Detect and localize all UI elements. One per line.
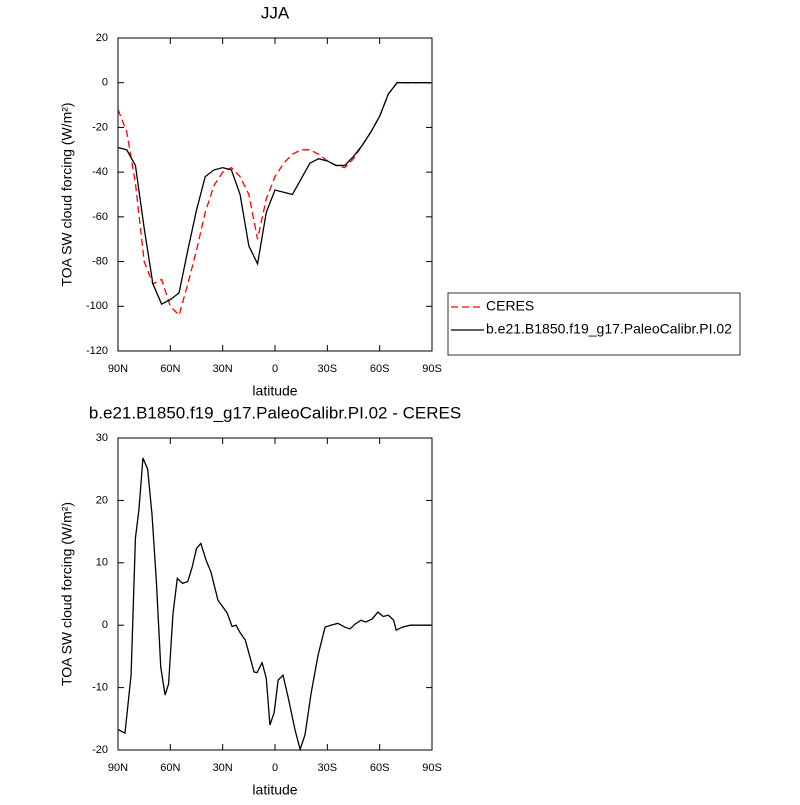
plot-frame xyxy=(117,37,433,352)
x-tick-label: 90S xyxy=(422,363,442,375)
x-tick-label: 30S xyxy=(318,762,338,774)
chart-title: JJA xyxy=(261,3,290,22)
data-line xyxy=(117,82,432,305)
x-tick-label: 90N xyxy=(108,762,128,774)
legend-label: b.e21.B1850.f19_g17.PaleoCalibr.PI.02 xyxy=(486,321,732,337)
y-tick-label: -20 xyxy=(92,121,108,133)
y-tick-label: 10 xyxy=(96,557,108,569)
y-tick-label: -100 xyxy=(86,300,108,312)
y-axis-label: TOA SW cloud forcing (W/m²) xyxy=(59,502,75,686)
x-tick-label: 60S xyxy=(370,363,390,375)
x-tick-label: 0 xyxy=(272,363,278,375)
data-line xyxy=(117,457,432,752)
y-tick-label: 0 xyxy=(102,77,108,89)
x-tick-label: 60S xyxy=(370,762,390,774)
x-tick-label: 90N xyxy=(108,363,128,375)
x-tick-label: 90S xyxy=(422,762,442,774)
x-axis-label: latitude xyxy=(252,782,297,798)
x-tick-label: 0 xyxy=(272,762,278,774)
plot-frame xyxy=(117,437,433,751)
y-tick-label: 20 xyxy=(96,32,108,44)
y-tick-label: -120 xyxy=(86,345,108,357)
x-tick-label: 30N xyxy=(213,363,233,375)
y-tick-label: 0 xyxy=(102,619,108,631)
x-axis-label: latitude xyxy=(252,383,297,399)
legend-box xyxy=(447,292,741,356)
x-tick-label: 60N xyxy=(160,363,180,375)
y-tick-label: -10 xyxy=(92,682,108,694)
data-line xyxy=(117,82,432,317)
y-tick-label: 20 xyxy=(96,494,108,506)
legend-label: CERES xyxy=(486,298,534,314)
x-tick-label: 30S xyxy=(318,363,338,375)
y-tick-label: -60 xyxy=(92,211,108,223)
y-tick-label: -80 xyxy=(92,255,108,267)
y-tick-label: -20 xyxy=(92,744,108,756)
chart-title: b.e21.B1850.f19_g17.PaleoCalibr.PI.02 - … xyxy=(89,403,461,422)
y-axis-label: TOA SW cloud forcing (W/m²) xyxy=(59,102,75,286)
y-tick-label: 30 xyxy=(96,432,108,444)
x-tick-label: 60N xyxy=(160,762,180,774)
x-tick-label: 30N xyxy=(213,762,233,774)
y-tick-label: -40 xyxy=(92,166,108,178)
